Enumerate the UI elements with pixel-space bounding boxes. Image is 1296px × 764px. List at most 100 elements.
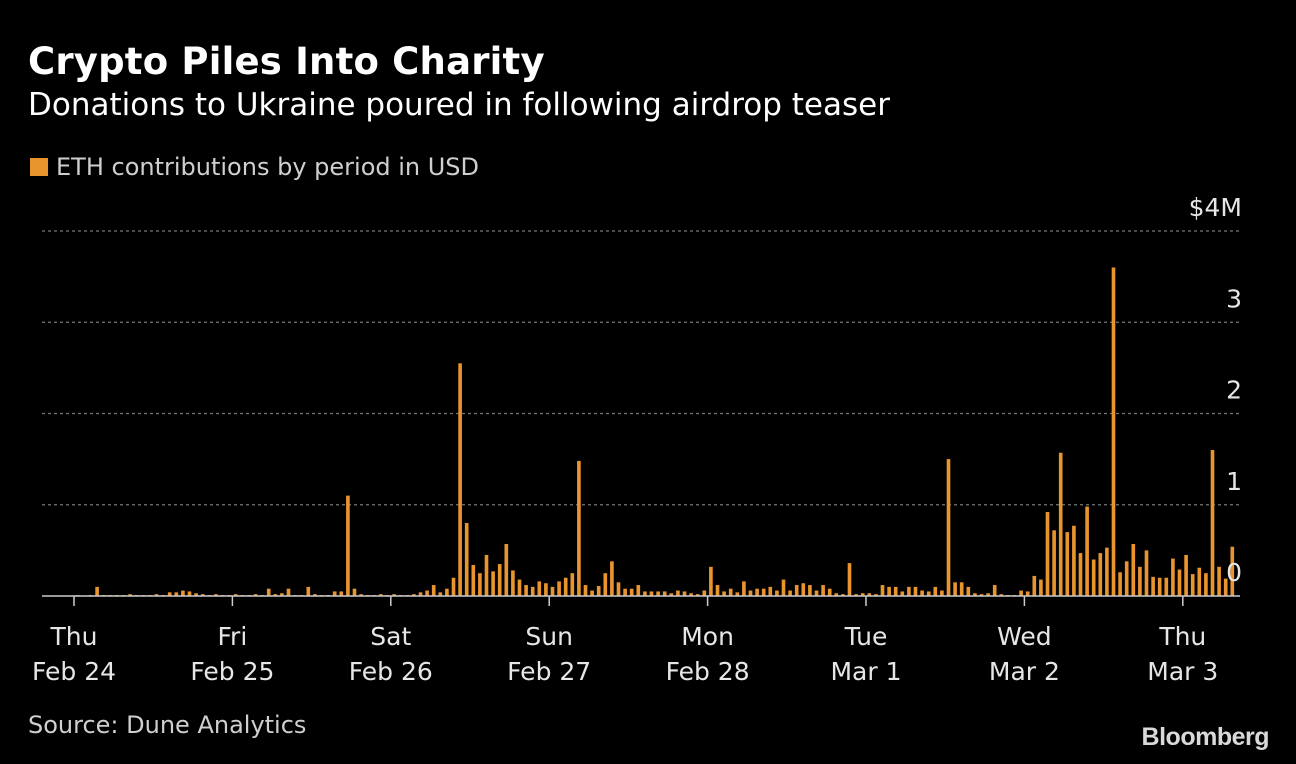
bar xyxy=(880,585,885,596)
source-note: Source: Dune Analytics xyxy=(28,711,307,739)
legend-label: ETH contributions by period in USD xyxy=(56,153,480,181)
x-axis xyxy=(42,595,1240,606)
bar xyxy=(1230,546,1235,596)
bar xyxy=(577,460,581,596)
bar xyxy=(682,591,687,596)
bar xyxy=(1184,554,1188,596)
bar xyxy=(1078,553,1083,596)
bar xyxy=(1131,543,1136,596)
chart-subtitle: Donations to Ukraine poured in following… xyxy=(28,87,890,123)
bar xyxy=(418,592,423,596)
bar xyxy=(623,588,627,596)
bar xyxy=(1164,577,1169,596)
bar xyxy=(841,594,845,596)
bar xyxy=(550,586,555,596)
bar xyxy=(695,594,700,596)
bar xyxy=(491,571,495,596)
bar xyxy=(1032,575,1037,596)
bar xyxy=(821,585,825,596)
bar xyxy=(616,582,621,596)
bar xyxy=(563,577,568,596)
bar xyxy=(471,564,476,596)
x-tick-label-day: Mon xyxy=(681,622,734,651)
bar xyxy=(860,593,865,596)
bar xyxy=(425,590,429,596)
x-tick-label-date: Mar 3 xyxy=(1147,657,1218,686)
y-tick-label: 3 xyxy=(1226,284,1242,313)
x-axis-labels: Thu Feb 24 Fri Feb 25 Sat Feb 26 Sun Feb 27 Mon F… xyxy=(32,622,1218,686)
bar xyxy=(808,585,812,596)
x-tick-label-day: Sun xyxy=(525,622,573,651)
bar xyxy=(748,590,753,596)
bar xyxy=(464,523,469,596)
bar xyxy=(999,594,1004,596)
bar xyxy=(1124,561,1129,596)
bar xyxy=(1025,591,1030,596)
bar xyxy=(95,586,99,596)
bar xyxy=(379,594,383,596)
y-tick-label: 0 xyxy=(1226,558,1242,587)
x-tick-label-date: Mar 1 xyxy=(830,657,901,686)
bar xyxy=(273,594,278,596)
bar xyxy=(352,588,357,596)
bar xyxy=(920,590,924,596)
bar xyxy=(1091,559,1096,596)
bar xyxy=(801,583,806,596)
bar xyxy=(986,593,990,596)
x-tick-label-day: Thu xyxy=(1158,622,1206,651)
bar xyxy=(788,590,792,596)
bar xyxy=(847,563,852,596)
bar xyxy=(1039,579,1043,596)
bar xyxy=(1217,566,1221,596)
bar xyxy=(900,591,905,596)
bar xyxy=(1190,574,1195,596)
bar xyxy=(629,588,634,596)
bar xyxy=(940,590,944,596)
bar xyxy=(570,573,575,596)
x-tick-label-date: Feb 24 xyxy=(32,657,116,686)
gridlines xyxy=(42,230,1240,506)
bar xyxy=(154,594,159,596)
bar xyxy=(167,592,172,596)
bar xyxy=(128,594,132,596)
x-tick-label-day: Thu xyxy=(50,622,98,651)
bar xyxy=(794,585,799,596)
bar xyxy=(280,593,284,596)
bar xyxy=(926,591,931,596)
bar xyxy=(953,582,957,596)
bar xyxy=(814,590,819,596)
bar xyxy=(392,594,396,596)
y-axis-labels: $4M 3 2 1 0 xyxy=(1189,193,1242,587)
bar xyxy=(1177,569,1182,596)
bar xyxy=(544,583,548,596)
bar xyxy=(709,566,713,596)
bar xyxy=(306,586,311,596)
bloomberg-logo: Bloomberg xyxy=(1141,723,1270,751)
x-tick-label-day: Wed xyxy=(997,622,1052,651)
y-tick-label: $4M xyxy=(1189,193,1242,222)
legend-swatch xyxy=(30,158,48,176)
bar xyxy=(286,588,291,596)
bar xyxy=(1197,567,1202,596)
bar xyxy=(1138,566,1142,596)
bar xyxy=(834,593,839,596)
bar xyxy=(596,585,601,596)
bar xyxy=(194,593,198,596)
bar xyxy=(590,590,594,596)
chart-title: Crypto Piles Into Charity xyxy=(28,40,545,83)
bar xyxy=(1085,506,1089,596)
bar xyxy=(431,585,436,596)
bar xyxy=(913,586,918,596)
bar xyxy=(735,592,740,596)
bar xyxy=(662,591,667,596)
bar xyxy=(1098,553,1103,596)
bar xyxy=(669,593,674,596)
bar xyxy=(907,586,911,596)
bar xyxy=(451,577,456,596)
bar xyxy=(530,586,535,596)
bar xyxy=(1045,512,1050,596)
bar xyxy=(887,586,891,596)
bar xyxy=(1210,450,1215,596)
bar xyxy=(1157,577,1162,596)
bar xyxy=(728,588,733,596)
